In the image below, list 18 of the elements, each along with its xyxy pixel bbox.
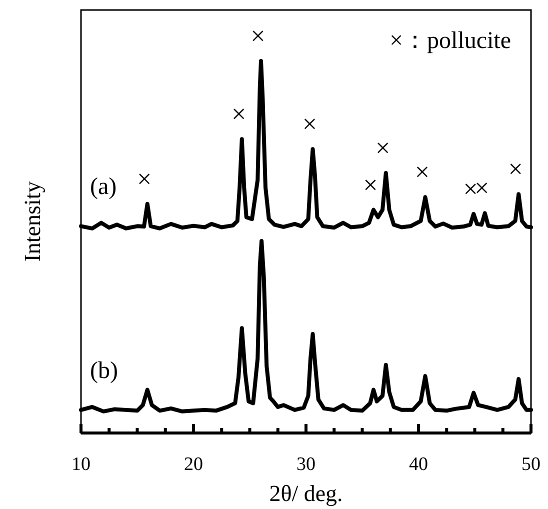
series-label: (b) [90,358,118,384]
y-axis-title: Intensity [20,180,45,262]
annotation: × [414,158,430,187]
annotation: × [508,154,523,184]
text: ×：pollucite [389,28,511,54]
x-tick-label: 40 [409,454,428,475]
x-axis-title: 2θ/ deg. [269,481,343,506]
annotation: × [232,100,246,129]
x-tick-label: 10 [72,454,90,475]
x-tick-label: 20 [184,454,203,475]
x-tick-label: 50 [522,454,540,475]
annotation: × [363,170,378,200]
series-label: (a) [90,174,117,200]
annotation: × [137,164,152,194]
annotation: × [376,133,390,162]
annotation: × [302,110,318,139]
x-tick-label: 30 [296,454,316,475]
annotation: × [250,22,266,50]
